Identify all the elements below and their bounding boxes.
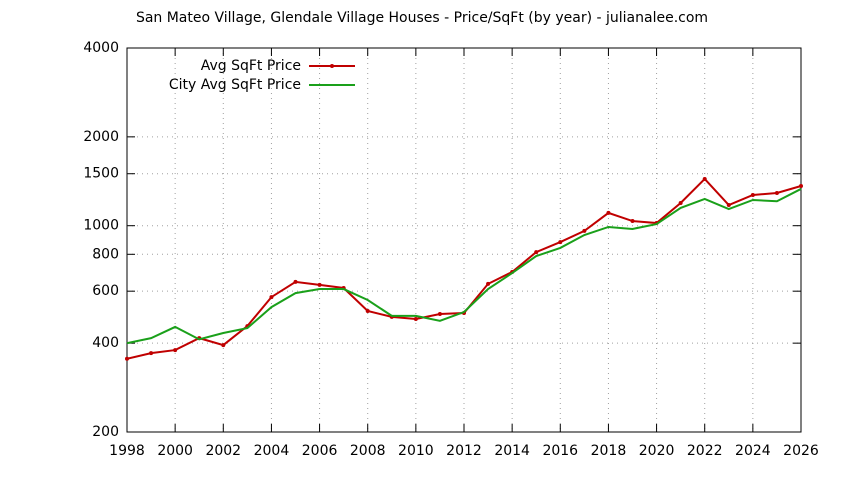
y-tick-label: 200 bbox=[92, 424, 119, 440]
x-tick-label: 2004 bbox=[254, 443, 290, 459]
y-tick-label: 1500 bbox=[83, 166, 119, 182]
legend-marker bbox=[330, 64, 334, 68]
point bbox=[750, 192, 755, 197]
point bbox=[558, 240, 563, 245]
x-tick-label: 2006 bbox=[302, 443, 338, 459]
y-tick-label: 1000 bbox=[83, 218, 119, 234]
point bbox=[702, 176, 707, 181]
point bbox=[534, 250, 539, 255]
point bbox=[582, 228, 587, 233]
point bbox=[774, 190, 779, 195]
y-tick-label: 600 bbox=[92, 283, 119, 299]
point bbox=[799, 184, 803, 189]
y-tick-label: 800 bbox=[92, 246, 119, 262]
x-tick-label: 2010 bbox=[398, 443, 434, 459]
point bbox=[149, 351, 154, 356]
y-tick-label: 2000 bbox=[83, 129, 119, 145]
point bbox=[486, 281, 491, 286]
legend-label: Avg SqFt Price bbox=[201, 58, 301, 74]
x-tick-label: 2022 bbox=[687, 443, 723, 459]
point bbox=[413, 316, 418, 321]
x-tick-label: 2018 bbox=[591, 443, 627, 459]
plot-frame bbox=[126, 47, 802, 433]
x-tick-label: 2024 bbox=[735, 443, 771, 459]
point bbox=[221, 343, 226, 348]
x-tick-label: 1998 bbox=[109, 443, 145, 459]
point bbox=[630, 219, 635, 224]
x-tick-label: 2016 bbox=[542, 443, 578, 459]
x-tick-label: 2014 bbox=[494, 443, 530, 459]
x-tick-label: 2000 bbox=[157, 443, 193, 459]
point bbox=[437, 312, 442, 317]
point bbox=[125, 356, 129, 361]
point bbox=[365, 309, 370, 314]
point bbox=[269, 295, 274, 300]
point bbox=[293, 279, 298, 284]
chart-title: San Mateo Village, Glendale Village Hous… bbox=[136, 10, 708, 26]
point bbox=[317, 282, 322, 287]
legend-label: City Avg SqFt Price bbox=[169, 77, 301, 93]
y-tick-label: 4000 bbox=[83, 40, 119, 56]
y-tick-label: 400 bbox=[92, 335, 119, 351]
point bbox=[678, 200, 683, 205]
series-line bbox=[126, 188, 802, 345]
point bbox=[726, 203, 731, 208]
point bbox=[606, 210, 611, 215]
x-tick-label: 2020 bbox=[639, 443, 675, 459]
point bbox=[173, 348, 178, 353]
x-tick-label: 2026 bbox=[783, 443, 819, 459]
x-tick-label: 2008 bbox=[350, 443, 386, 459]
x-tick-label: 2012 bbox=[446, 443, 482, 459]
x-tick-label: 2002 bbox=[205, 443, 241, 459]
